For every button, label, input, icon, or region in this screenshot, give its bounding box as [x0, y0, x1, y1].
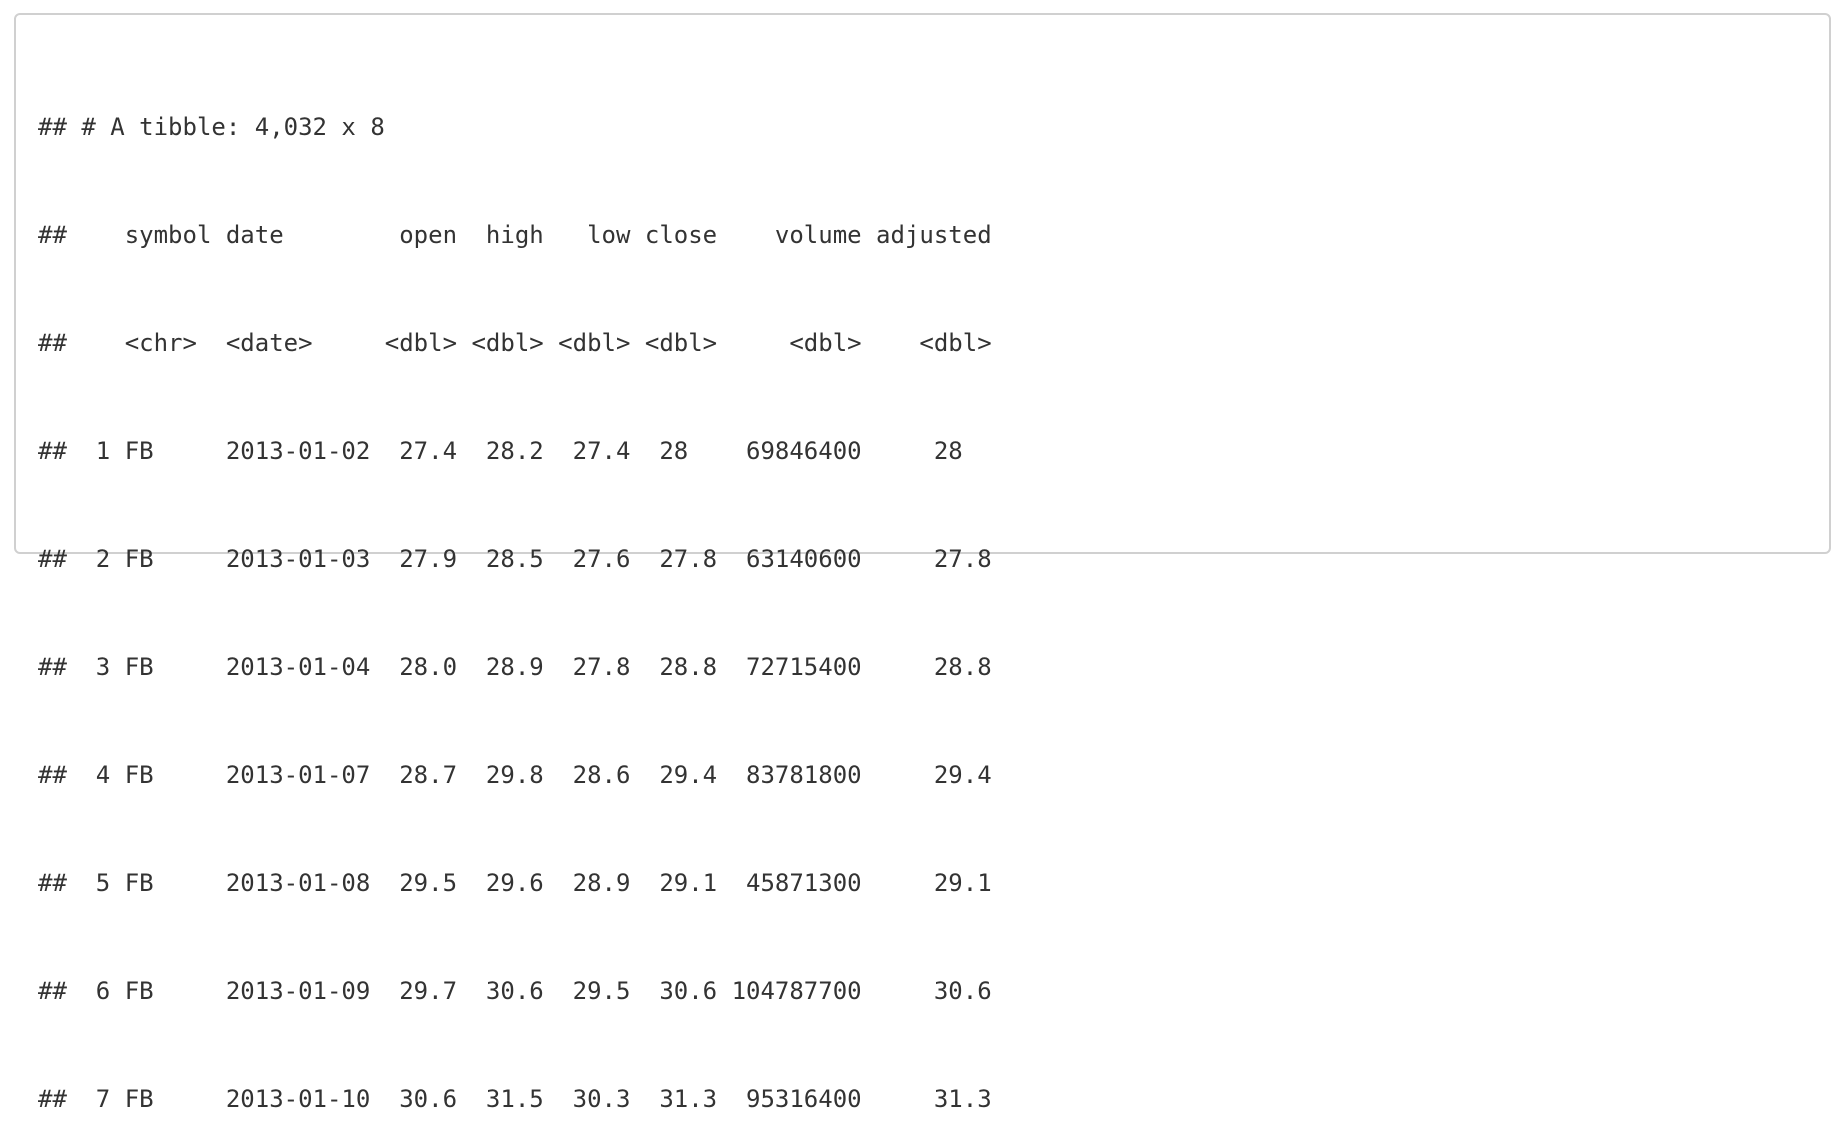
tibble-row: ## 7 FB 2013-01-10 30.6 31.5 30.3 31.3 9…	[38, 1085, 992, 1113]
tibble-column-names: ## symbol date open high low close volum…	[38, 221, 992, 249]
tibble-printout: ## # A tibble: 4,032 x 8 ## symbol date …	[38, 37, 1829, 1136]
tibble-row: ## 6 FB 2013-01-09 29.7 30.6 29.5 30.6 1…	[38, 977, 992, 1005]
tibble-header: ## # A tibble: 4,032 x 8	[38, 113, 385, 141]
tibble-row: ## 2 FB 2013-01-03 27.9 28.5 27.6 27.8 6…	[38, 545, 992, 573]
tibble-row: ## 5 FB 2013-01-08 29.5 29.6 28.9 29.1 4…	[38, 869, 992, 897]
tibble-column-types: ## <chr> <date> <dbl> <dbl> <dbl> <dbl> …	[38, 329, 992, 357]
tibble-row: ## 3 FB 2013-01-04 28.0 28.9 27.8 28.8 7…	[38, 653, 992, 681]
tibble-row: ## 1 FB 2013-01-02 27.4 28.2 27.4 28 698…	[38, 437, 992, 465]
r-output-block: ## # A tibble: 4,032 x 8 ## symbol date …	[14, 13, 1831, 1113]
tibble-row: ## 4 FB 2013-01-07 28.7 29.8 28.6 29.4 8…	[38, 761, 992, 789]
